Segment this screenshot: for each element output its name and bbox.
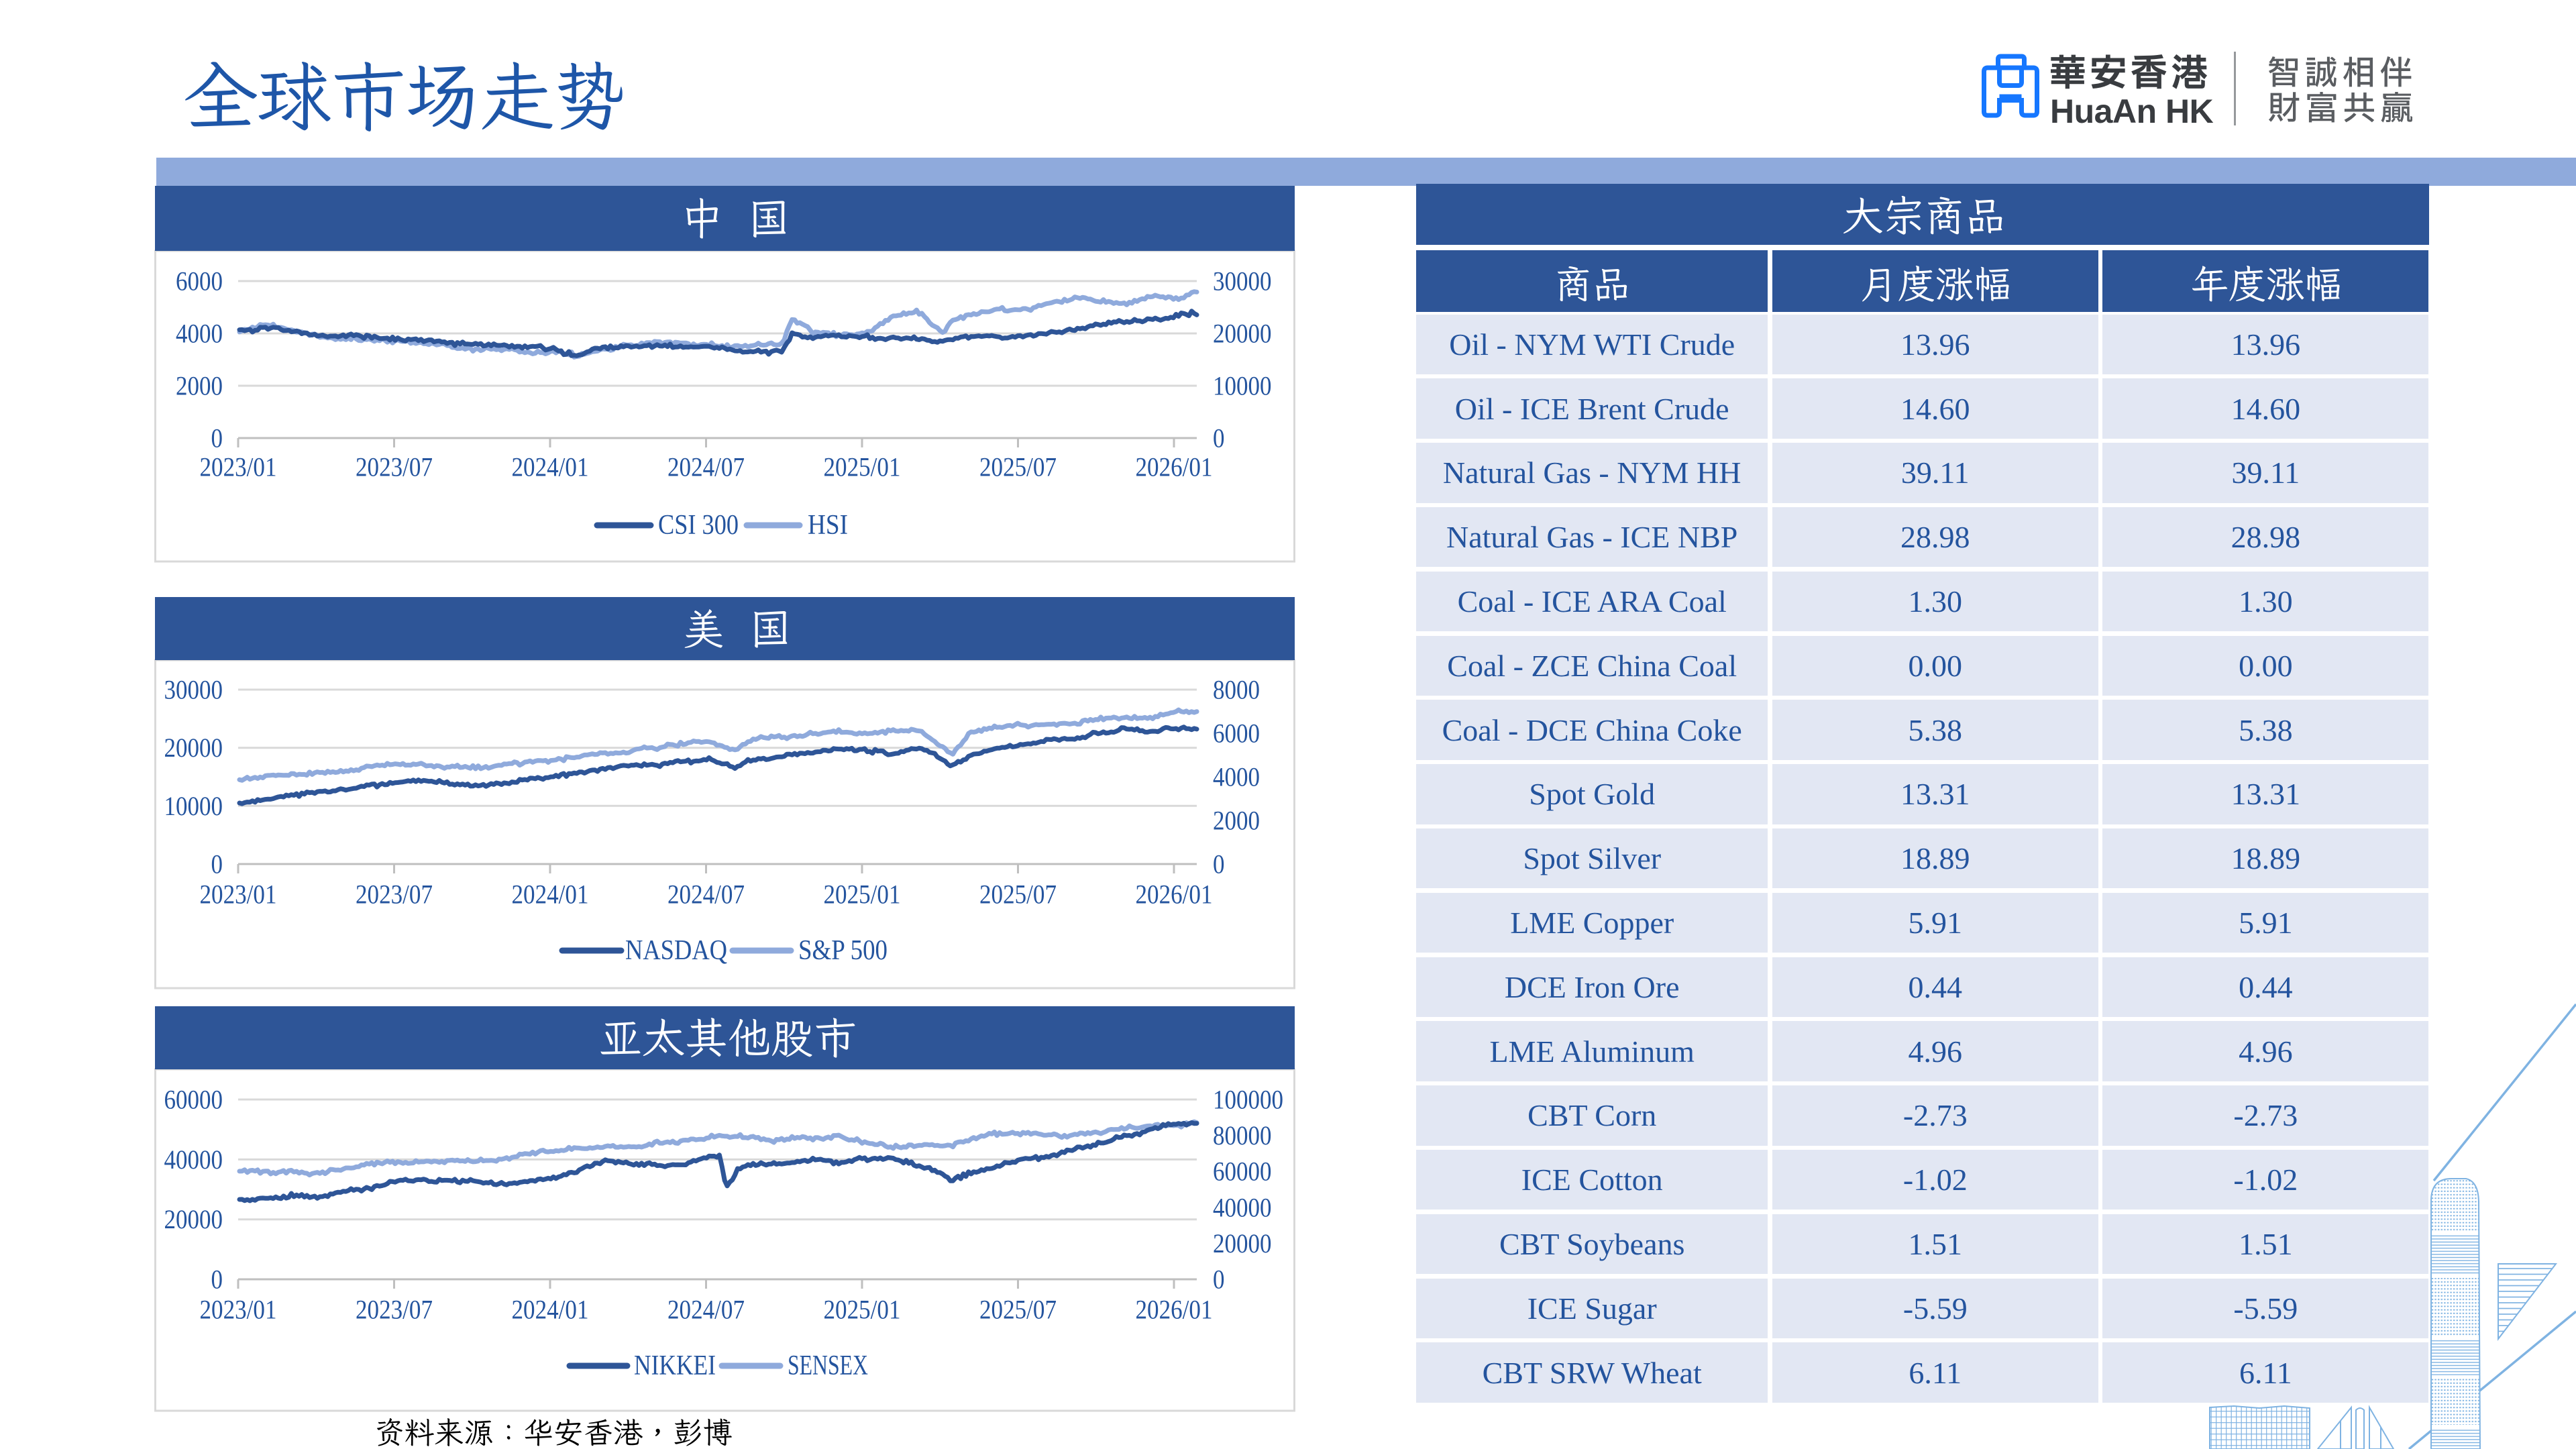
- svg-text:SENSEX: SENSEX: [788, 1350, 868, 1381]
- svg-text:0: 0: [211, 1265, 223, 1295]
- svg-text:6000: 6000: [176, 266, 223, 297]
- svg-text:2023/01: 2023/01: [200, 452, 277, 482]
- svg-text:4000: 4000: [176, 319, 223, 349]
- svg-text:0: 0: [1213, 1265, 1225, 1295]
- svg-text:40000: 40000: [164, 1144, 223, 1175]
- svg-text:2025/01: 2025/01: [824, 1295, 901, 1325]
- svg-text:2023/01: 2023/01: [200, 1295, 277, 1325]
- svg-text:2026/01: 2026/01: [1136, 1295, 1213, 1325]
- svg-text:2025/07: 2025/07: [979, 1295, 1057, 1325]
- svg-text:2026/01: 2026/01: [1136, 452, 1213, 482]
- svg-text:20000: 20000: [164, 1204, 223, 1234]
- svg-text:NIKKEI: NIKKEI: [634, 1350, 716, 1381]
- svg-text:60000: 60000: [1213, 1157, 1272, 1187]
- svg-text:2024/01: 2024/01: [512, 452, 589, 482]
- svg-text:2024/01: 2024/01: [512, 1295, 589, 1325]
- svg-text:6000: 6000: [1213, 718, 1260, 749]
- svg-text:20000: 20000: [164, 733, 223, 763]
- svg-text:NASDAQ: NASDAQ: [625, 935, 727, 966]
- svg-text:0: 0: [211, 849, 223, 879]
- svg-text:8000: 8000: [1213, 675, 1260, 705]
- svg-text:2023/07: 2023/07: [356, 1295, 433, 1325]
- svg-text:2025/07: 2025/07: [979, 879, 1057, 910]
- svg-text:2025/07: 2025/07: [979, 452, 1057, 482]
- svg-text:0: 0: [1213, 423, 1225, 453]
- svg-text:2023/07: 2023/07: [356, 879, 433, 910]
- svg-text:20000: 20000: [1213, 319, 1272, 349]
- svg-text:0: 0: [211, 423, 223, 453]
- svg-text:60000: 60000: [164, 1085, 223, 1115]
- svg-text:30000: 30000: [1213, 266, 1272, 297]
- svg-text:S&P 500: S&P 500: [798, 935, 888, 966]
- svg-text:2000: 2000: [176, 371, 223, 401]
- svg-text:20000: 20000: [1213, 1228, 1272, 1258]
- svg-text:2025/01: 2025/01: [824, 879, 901, 910]
- svg-text:2023/07: 2023/07: [356, 452, 433, 482]
- svg-text:100000: 100000: [1213, 1085, 1283, 1115]
- svg-text:80000: 80000: [1213, 1120, 1272, 1150]
- svg-text:2025/01: 2025/01: [824, 452, 901, 482]
- svg-text:2024/07: 2024/07: [667, 879, 745, 910]
- svg-text:2024/07: 2024/07: [667, 452, 745, 482]
- svg-text:HSI: HSI: [808, 510, 848, 541]
- svg-text:2023/01: 2023/01: [200, 879, 277, 910]
- svg-text:CSI 300: CSI 300: [658, 510, 739, 541]
- svg-text:10000: 10000: [164, 791, 223, 821]
- svg-text:4000: 4000: [1213, 762, 1260, 792]
- svg-text:40000: 40000: [1213, 1192, 1272, 1222]
- svg-text:2024/07: 2024/07: [667, 1295, 745, 1325]
- svg-text:2026/01: 2026/01: [1136, 879, 1213, 910]
- svg-text:10000: 10000: [1213, 371, 1272, 401]
- svg-text:30000: 30000: [164, 675, 223, 705]
- svg-text:0: 0: [1213, 849, 1225, 879]
- svg-text:2000: 2000: [1213, 806, 1260, 836]
- svg-text:2024/01: 2024/01: [512, 879, 589, 910]
